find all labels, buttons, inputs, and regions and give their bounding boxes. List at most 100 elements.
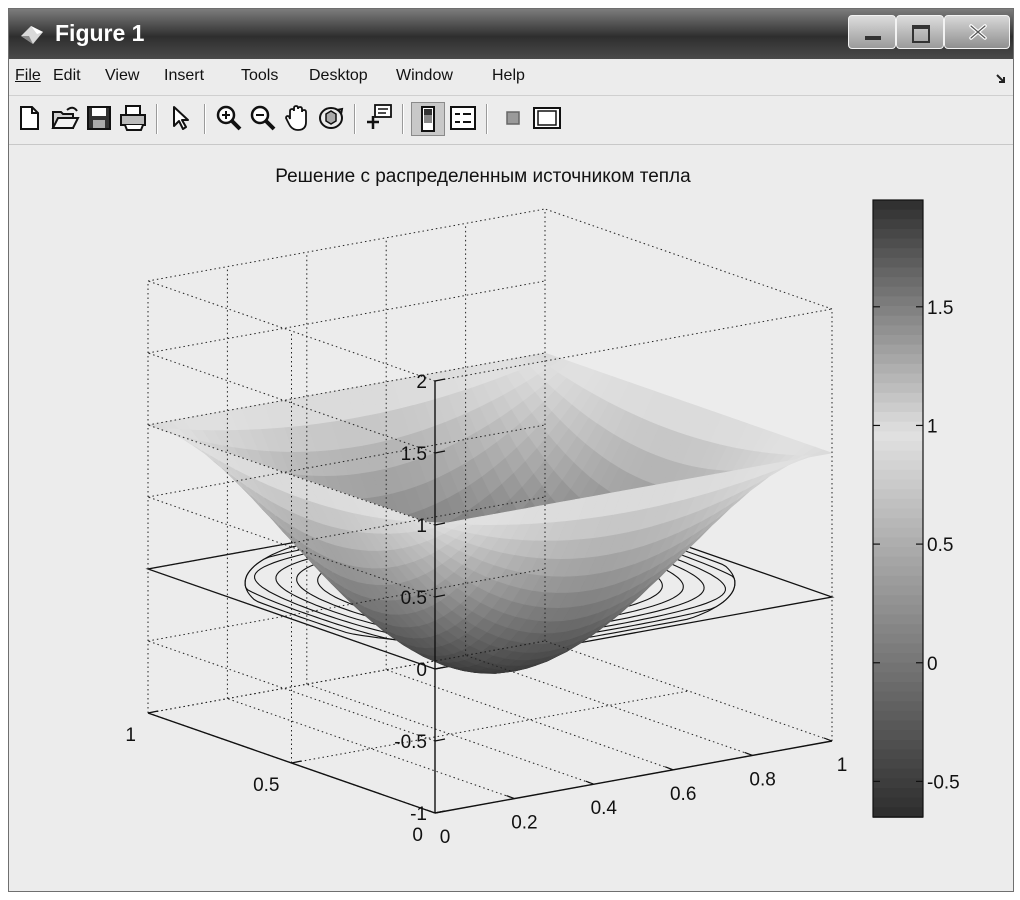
title-bar[interactable]: Figure 1 — [9, 9, 1013, 59]
colorbar-band — [873, 402, 923, 413]
surface-patch — [811, 449, 834, 456]
minimize-icon — [865, 36, 881, 40]
menu-view[interactable]: View — [105, 67, 140, 84]
open-file-icon[interactable] — [49, 102, 81, 134]
hide-plot-tools-icon[interactable] — [497, 102, 529, 134]
colorbar-band — [873, 441, 923, 452]
colorbar-band — [873, 739, 923, 751]
toolbar-separator — [204, 104, 206, 134]
z-tick-mark — [434, 666, 446, 670]
x-tick-mark — [744, 751, 753, 756]
colorbar-band — [873, 768, 923, 780]
colorbar-band — [873, 421, 923, 433]
grid-line — [147, 424, 436, 526]
grid-line — [306, 683, 594, 785]
x-tick-mark — [426, 809, 436, 814]
edit-plot-arrow-icon[interactable] — [165, 102, 197, 134]
colorbar-band — [873, 257, 923, 269]
toolbar-separator — [354, 104, 356, 134]
y-tick-label: 0.5 — [253, 775, 279, 796]
colorbar-band — [873, 200, 923, 211]
pan-hand-icon[interactable] — [281, 102, 313, 134]
z-tick-label: -1 — [410, 804, 427, 825]
colorbar-band — [873, 566, 923, 577]
zoom-in-icon[interactable] — [213, 102, 245, 134]
maximize-button[interactable] — [896, 15, 944, 49]
colorbar-band — [873, 575, 923, 587]
z-tick-mark — [434, 594, 446, 598]
grid-line — [147, 280, 546, 354]
close-button[interactable] — [944, 15, 1010, 49]
colorbar-band — [873, 248, 923, 259]
grid-line — [291, 690, 689, 764]
grid-line — [147, 640, 546, 714]
colorbar-band — [873, 527, 923, 539]
colorbar-band — [873, 228, 923, 240]
toolbar-separator — [402, 104, 404, 134]
minimize-button[interactable] — [848, 15, 896, 49]
toolbar-separator — [156, 104, 158, 134]
colorbar-band — [873, 662, 923, 674]
grid-line — [147, 568, 436, 670]
y-tick-mark — [434, 810, 446, 814]
z-tick-mark — [434, 450, 446, 454]
dock-arrow-icon[interactable] — [995, 73, 1007, 85]
z-tick-label: -0.5 — [394, 732, 427, 753]
colorbar-band — [873, 392, 923, 404]
z-tick-mark — [434, 738, 446, 742]
grid-line — [147, 280, 436, 382]
z-tick-label: 1 — [416, 516, 427, 537]
colorbar-band — [873, 286, 923, 298]
colorbar-band — [873, 344, 923, 356]
menu-help[interactable]: Help — [492, 67, 525, 84]
toolbar — [9, 96, 1013, 145]
menu-desktop[interactable]: Desktop — [309, 67, 368, 84]
colorbar-band — [873, 306, 923, 317]
z-tick-mark — [434, 378, 446, 382]
matlab-icon — [21, 26, 43, 44]
colorbar-band — [873, 778, 923, 789]
colorbar-band — [873, 710, 923, 722]
new-figure-icon[interactable] — [13, 102, 45, 134]
colorbar-band — [873, 219, 923, 230]
window-title: Figure 1 — [55, 20, 145, 46]
menu-window[interactable]: Window — [396, 67, 453, 84]
data-cursor-icon[interactable] — [363, 102, 395, 134]
z-tick-label: 2 — [416, 372, 427, 393]
figure-window: Figure 1 File Edit View Insert Tools Des… — [8, 8, 1014, 892]
colorbar-band — [873, 479, 923, 491]
colorbar-band — [873, 701, 923, 712]
colorbar-band — [873, 373, 923, 384]
save-icon[interactable] — [83, 102, 115, 134]
x-tick-label: 1 — [837, 755, 848, 776]
show-plot-tools-icon[interactable] — [531, 102, 563, 134]
grid-line — [147, 352, 436, 454]
z-tick-label: 0.5 — [401, 588, 427, 609]
y-tick-mark — [147, 710, 159, 714]
box-edge — [544, 208, 833, 310]
colorbar-band — [873, 363, 923, 375]
rotate-3d-icon[interactable] — [315, 102, 347, 134]
menu-edit[interactable]: Edit — [53, 67, 81, 84]
print-icon[interactable] — [117, 102, 149, 134]
menu-tools[interactable]: Tools — [241, 67, 279, 84]
menu-file[interactable]: File — [15, 67, 41, 84]
colorbar-icon[interactable] — [411, 102, 445, 136]
x-tick-mark — [506, 795, 515, 800]
colorbar-band — [873, 315, 923, 327]
colorbar-band — [873, 412, 923, 423]
colorbar-band — [873, 469, 923, 481]
colorbar-band — [873, 296, 923, 307]
colorbar-band — [873, 277, 923, 288]
z-tick-label: 1.5 — [401, 444, 427, 465]
colorbar-band — [873, 431, 923, 442]
colorbar-frame — [872, 199, 924, 818]
menu-insert[interactable]: Insert — [164, 67, 205, 84]
legend-icon[interactable] — [447, 102, 479, 134]
colorbar-band — [873, 691, 923, 703]
colorbar-band — [873, 238, 923, 250]
zoom-out-icon[interactable] — [247, 102, 279, 134]
x-tick-mark — [585, 780, 595, 785]
x-tick-label: 0.8 — [749, 769, 775, 790]
